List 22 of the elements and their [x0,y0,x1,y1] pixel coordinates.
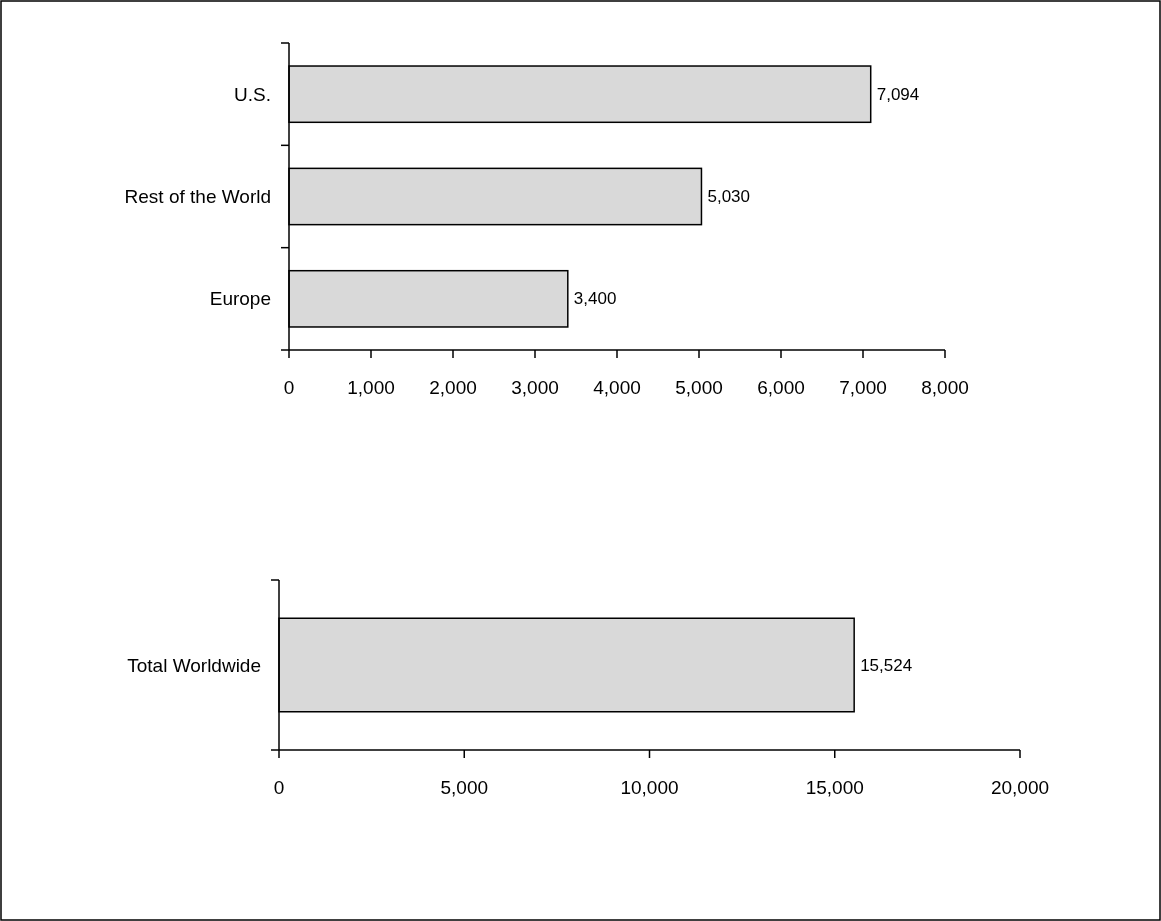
x-tick-label: 5,000 [440,777,489,798]
data-label: 3,400 [573,289,617,309]
x-tick-label: 6,000 [757,377,805,398]
x-tick-label: 0 [283,377,295,398]
x-tick-label: 10,000 [620,777,679,798]
x-tick-label: 20,000 [990,777,1050,798]
data-label: 7,094 [876,84,920,104]
data-label: 15,524 [860,655,913,675]
x-tick-label: 1,000 [347,377,395,398]
y-tick-label: Total Worldwide [127,654,261,676]
y-tick-label: Europe [209,288,271,310]
y-tick-label: Rest of the World [124,186,271,207]
x-tick-label: 4,000 [593,377,641,398]
x-tick-label: 8,000 [921,377,969,398]
x-tick-label: 0 [273,777,285,798]
x-tick-label: 5,000 [675,377,723,398]
y-tick-label: U.S. [234,83,271,105]
data-label: 5,030 [707,187,751,206]
x-tick-label: 15,000 [805,777,864,798]
x-tick-label: 7,000 [839,377,887,398]
x-tick-label: 2,000 [429,377,477,398]
x-tick-label: 3,000 [511,377,559,398]
